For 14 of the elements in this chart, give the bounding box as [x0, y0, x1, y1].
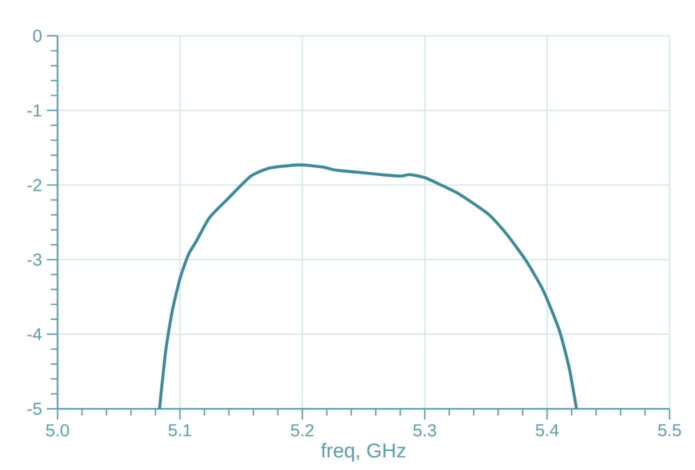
y-tick-label: 0 [33, 30, 42, 42]
x-tick-label: 5.0 [46, 424, 69, 436]
x-tick-label: 5.5 [658, 424, 681, 436]
x-tick-label: 5.1 [168, 424, 192, 436]
y-tick-label: -5 [28, 402, 42, 415]
x-tick-label: 5.2 [290, 424, 314, 436]
x-tick-label: 5.3 [413, 424, 436, 436]
y-tick-label: -4 [28, 328, 42, 340]
x-axis-title: freq, GHz [321, 442, 406, 462]
y-tick-label: -3 [28, 253, 42, 266]
y-tick-label: -1 [28, 104, 42, 116]
line-series [158, 163, 578, 410]
y-tick-label: -2 [28, 178, 42, 192]
x-tick-label: 5.4 [536, 424, 559, 436]
